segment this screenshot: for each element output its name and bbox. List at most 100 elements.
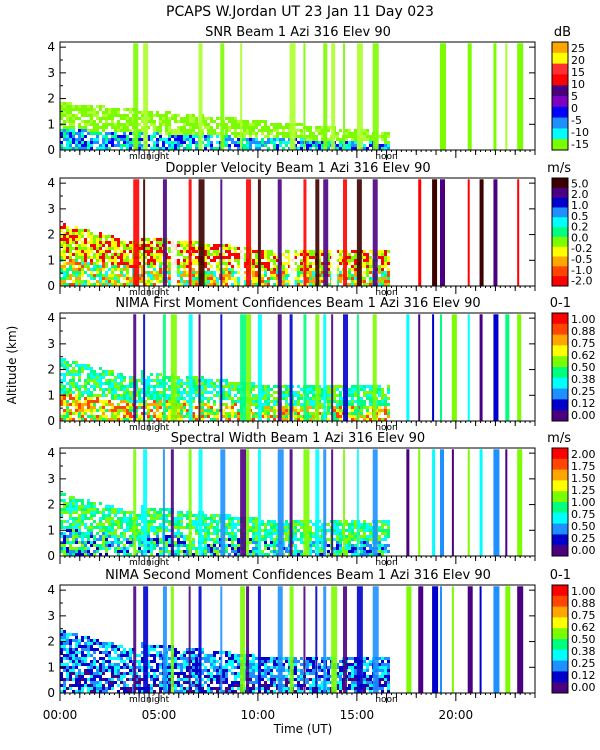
colorbar-segment bbox=[552, 617, 568, 629]
colorbar-segment bbox=[552, 207, 568, 218]
colorbar-label: 0.75 bbox=[571, 609, 596, 622]
y-tick-label: 1 bbox=[47, 523, 55, 537]
colorbar-segment bbox=[552, 682, 568, 694]
colorbar-frame bbox=[551, 584, 569, 694]
colorbar-segment bbox=[552, 595, 568, 607]
panels: SNR Beam 1 Azi 316 Elev 90 dB 0 1 2 3 4 midnigh… bbox=[43, 25, 596, 722]
colorbar-label: -0.5 bbox=[571, 253, 592, 266]
colorbar-label: 5.0 bbox=[571, 177, 589, 190]
marker-noon: noon bbox=[375, 695, 397, 705]
y-tick-label: 0 bbox=[47, 143, 55, 157]
colorbar-segment bbox=[552, 187, 568, 198]
colorbar-label: 0.88 bbox=[571, 597, 596, 610]
colorbar-segment bbox=[552, 345, 568, 357]
colorbar-frame bbox=[551, 177, 569, 287]
colorbar-label: 0.38 bbox=[571, 373, 596, 386]
colorbar-segment bbox=[552, 469, 568, 481]
colorbar-segment bbox=[552, 367, 568, 379]
x-tick-label: 20:00 bbox=[439, 708, 474, 722]
y-tick-label: 4 bbox=[47, 583, 55, 597]
panel-title: Doppler Velocity Beam 1 Azi 316 Elev 90 bbox=[165, 161, 430, 176]
colorbar-segment bbox=[552, 585, 568, 597]
y-tick-label: 1 bbox=[47, 253, 55, 267]
colorbar-label: 20 bbox=[571, 54, 585, 67]
colorbar-label: 0.12 bbox=[571, 669, 596, 682]
y-tick-label: 2 bbox=[47, 228, 55, 242]
colorbar-label: 1.25 bbox=[571, 484, 596, 497]
panel-5: NIMA Second Moment Confidences Beam 1 Az… bbox=[47, 568, 595, 705]
colorbar-segment bbox=[552, 660, 568, 672]
colorbar-label: 0.62 bbox=[571, 349, 596, 362]
heatmap-cells bbox=[60, 179, 520, 286]
colorbar-segment bbox=[552, 246, 568, 257]
colorbar-segment bbox=[552, 63, 568, 75]
heatmap-cells bbox=[60, 43, 524, 150]
colorbar-segment bbox=[552, 377, 568, 389]
panel-title: SNR Beam 1 Azi 316 Elev 90 bbox=[205, 25, 391, 40]
colorbar-segment bbox=[552, 334, 568, 346]
marker-noon: noon bbox=[375, 288, 397, 298]
colorbar-segment bbox=[552, 266, 568, 277]
colorbar-segment bbox=[552, 139, 568, 151]
colorbar-label: 0.75 bbox=[571, 508, 596, 521]
y-tick-label: 4 bbox=[47, 311, 55, 325]
colorbar-label: 0.75 bbox=[571, 337, 596, 350]
colorbar-label: 0.2 bbox=[571, 221, 589, 234]
marker-midnight: midnight bbox=[129, 695, 170, 705]
colorbar-segment bbox=[552, 512, 568, 524]
y-tick-label: 3 bbox=[47, 472, 55, 486]
colorbar-label: 0.00 bbox=[571, 544, 596, 557]
y-tick-label: 4 bbox=[47, 40, 55, 54]
marker-noon: noon bbox=[375, 423, 397, 433]
colorbar-segment bbox=[552, 227, 568, 238]
colorbar-label: 0.88 bbox=[571, 325, 596, 338]
colorbar-label: 1.50 bbox=[571, 472, 596, 485]
y-axis-label: Altitude (km) bbox=[5, 326, 19, 405]
colorbar-segment bbox=[552, 42, 568, 54]
colorbar-segment bbox=[552, 52, 568, 64]
heatmap-cells bbox=[60, 314, 522, 421]
marker-midnight: midnight bbox=[129, 288, 170, 298]
colorbar-label: 0.62 bbox=[571, 621, 596, 634]
panel-unit: 0-1 bbox=[550, 568, 571, 583]
panel-1: SNR Beam 1 Azi 316 Elev 90 dB 0 1 2 3 4 midnigh… bbox=[47, 25, 589, 162]
y-tick-label: 3 bbox=[47, 609, 55, 623]
colorbar-segment bbox=[552, 523, 568, 535]
colorbar-label: 5 bbox=[571, 90, 578, 103]
colorbar-segment bbox=[552, 671, 568, 683]
x-tick-label: 15:00 bbox=[340, 708, 375, 722]
colorbar-label: 0.50 bbox=[571, 361, 596, 374]
panel-unit: 0-1 bbox=[550, 296, 571, 311]
y-tick-label: 1 bbox=[47, 388, 55, 402]
colorbar-label: 10 bbox=[571, 78, 585, 91]
colorbar-segment bbox=[552, 178, 568, 189]
colorbar-label: -0.2 bbox=[571, 242, 592, 255]
colorbar-label: 1.00 bbox=[571, 496, 596, 509]
colorbar-segment bbox=[552, 639, 568, 651]
colorbar-label: 0.38 bbox=[571, 645, 596, 658]
colorbar-label: 0.50 bbox=[571, 633, 596, 646]
colorbar-segment bbox=[552, 197, 568, 208]
colorbar-label: 2.0 bbox=[571, 188, 589, 201]
colorbar-label: 0.50 bbox=[571, 520, 596, 533]
y-tick-label: 1 bbox=[47, 660, 55, 674]
y-tick-label: 2 bbox=[47, 498, 55, 512]
panel-title: NIMA First Moment Confidences Beam 1 Azi… bbox=[115, 296, 480, 311]
colorbar-segment bbox=[552, 106, 568, 118]
colorbar-segment bbox=[552, 128, 568, 140]
colorbar-segment bbox=[552, 85, 568, 97]
marker-midnight: midnight bbox=[129, 423, 170, 433]
y-tick-label: 0 bbox=[47, 279, 55, 293]
panel-2: Doppler Velocity Beam 1 Azi 316 Elev 90 m… bbox=[47, 161, 592, 298]
panel-title: Spectral Width Beam 1 Azi 316 Elev 90 bbox=[171, 431, 425, 446]
panel-unit: m/s bbox=[547, 161, 571, 176]
colorbar-segment bbox=[552, 399, 568, 411]
colorbar-label: -5 bbox=[571, 114, 582, 127]
colorbar-segment bbox=[552, 502, 568, 514]
x-tick-label: 10:00 bbox=[241, 708, 276, 722]
colorbar-segment bbox=[552, 96, 568, 108]
colorbar-segment bbox=[552, 313, 568, 325]
colorbar-label: 1.00 bbox=[571, 585, 596, 598]
colorbar-label: 1.00 bbox=[571, 313, 596, 326]
